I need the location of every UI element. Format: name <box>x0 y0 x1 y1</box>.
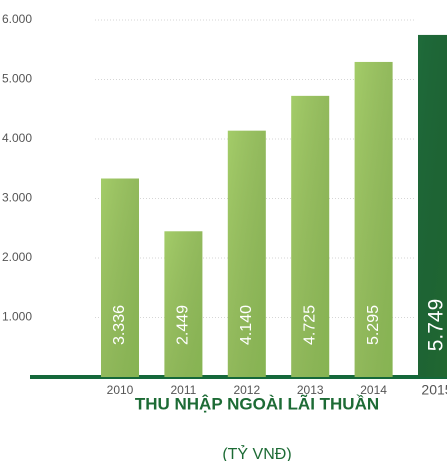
bar-shade <box>164 231 203 377</box>
y-tick-label: 2.000 <box>2 250 32 264</box>
y-tick-label: 5.000 <box>2 72 32 86</box>
value-label: 4.140 <box>238 305 255 345</box>
x-tick-label: 2010 <box>107 383 134 397</box>
value-label: 5.295 <box>365 305 382 345</box>
bar-shade <box>227 130 266 377</box>
x-tick-label: 2015 <box>421 382 447 398</box>
bar-shade <box>418 34 447 377</box>
y-tick-label: 1.000 <box>2 310 32 324</box>
bar-shade <box>354 61 393 377</box>
value-label: 5.749 <box>425 299 447 352</box>
x-tick-label: 2011 <box>170 383 196 397</box>
x-tick-label: 2014 <box>360 383 387 397</box>
y-tick-label: 4.000 <box>2 131 32 145</box>
chart-subtitle: (TỶ VNĐ) <box>222 444 291 461</box>
value-label: 4.725 <box>301 305 318 345</box>
value-label: 3.336 <box>111 305 128 345</box>
chart-title: THU NHẬP NGOÀI LÃI THUẦN <box>135 393 379 413</box>
x-tick-label: 2012 <box>233 383 260 397</box>
bar-shade <box>291 95 330 378</box>
value-label: 2.449 <box>175 305 192 345</box>
y-tick-label: 6.000 <box>2 12 32 26</box>
x-tick-label: 2013 <box>297 383 324 397</box>
bar-shade <box>101 178 139 377</box>
y-tick-label: 3.000 <box>2 191 32 205</box>
